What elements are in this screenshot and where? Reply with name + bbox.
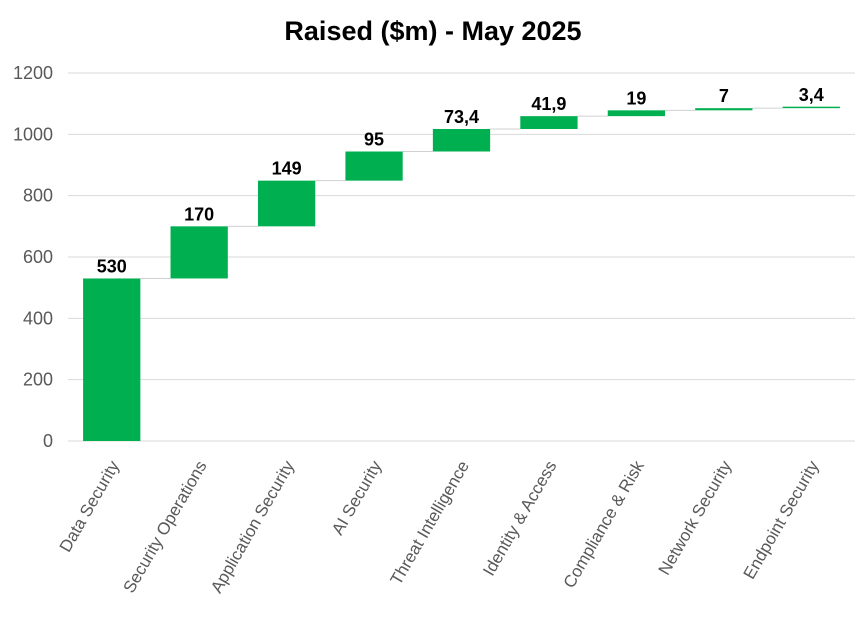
bar [345, 151, 403, 181]
x-tick-label: Application Security [207, 457, 298, 596]
x-tick-label: Security Operations [120, 458, 211, 597]
data-label: 7 [719, 86, 729, 106]
bar [170, 226, 228, 279]
bar [607, 110, 666, 117]
data-label: 170 [184, 204, 214, 224]
connector-lines [140, 107, 783, 279]
y-axis-ticks: 0 200 400 600 800 1000 1200 [13, 63, 53, 451]
y-tick-label: 800 [23, 186, 53, 206]
x-tick-label: Data Security [56, 457, 124, 555]
data-label: 95 [364, 130, 384, 150]
y-tick-label: 600 [23, 247, 53, 267]
bar [257, 180, 316, 227]
x-tick-label: Identity & Access [479, 458, 560, 580]
y-tick-label: 0 [43, 431, 53, 451]
bar [432, 128, 491, 152]
x-tick-label: Threat Intelligence [387, 458, 473, 589]
data-label: 3,4 [799, 85, 824, 105]
bar [520, 116, 578, 129]
x-tick-label: AI Security [328, 457, 386, 538]
chart-title: Raised ($m) - May 2025 [284, 16, 581, 46]
bar [782, 106, 840, 109]
data-label: 530 [97, 256, 127, 276]
data-label: 73,4 [444, 107, 479, 127]
bar [83, 278, 141, 441]
data-label: 41,9 [531, 94, 566, 114]
y-tick-label: 1000 [13, 124, 53, 144]
bars [83, 106, 840, 441]
x-tick-label: Compliance & Risk [560, 457, 649, 591]
data-label: 19 [626, 88, 646, 108]
y-tick-label: 1200 [13, 63, 53, 83]
x-tick-label: Endpoint Security [740, 457, 823, 582]
x-tick-label: Network Security [655, 457, 736, 578]
y-tick-label: 200 [23, 370, 53, 390]
data-label: 149 [272, 159, 302, 179]
bar [695, 108, 753, 111]
y-tick-label: 400 [23, 308, 53, 328]
